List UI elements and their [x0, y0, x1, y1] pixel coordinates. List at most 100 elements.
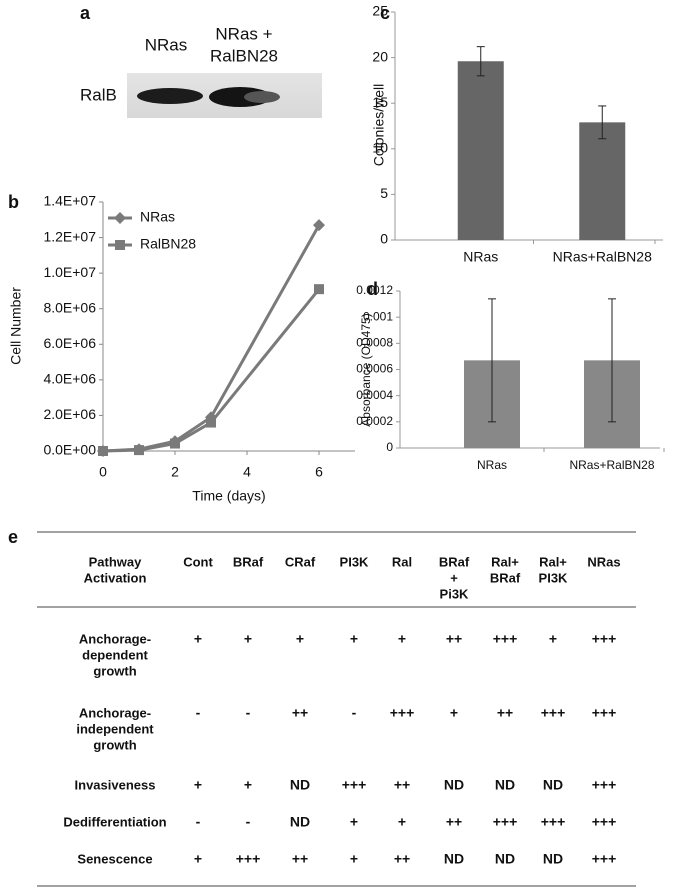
- table-header: PI3K: [539, 570, 569, 585]
- x-tick-label: 0: [99, 464, 107, 480]
- row-label: Dedifferentiation: [63, 814, 166, 829]
- table-header: Ral: [392, 554, 412, 569]
- table-cell: ND: [290, 814, 310, 830]
- y-tick-label: 0.0012: [356, 283, 393, 297]
- marker: [313, 219, 325, 232]
- table-cell: +++: [541, 705, 566, 721]
- table-cell: +: [398, 631, 406, 647]
- panel-label: a: [80, 3, 91, 23]
- y-axis-label: Colonies/well: [371, 84, 387, 166]
- y-tick-label: 0: [386, 440, 393, 454]
- legend-marker: [115, 240, 125, 250]
- marker: [314, 284, 324, 295]
- y-tick-label: 0.0004: [356, 388, 393, 402]
- table-cell: ++: [292, 705, 308, 721]
- lane-label: NRas: [145, 35, 188, 54]
- row-label: Senescence: [77, 851, 152, 866]
- y-tick-label: 1.4E+07: [43, 193, 96, 209]
- y-tick-label: 1.0E+07: [43, 264, 96, 280]
- table-cell: -: [196, 705, 201, 721]
- y-axis-label: Absorbance (OD475): [359, 313, 373, 426]
- legend-marker: [114, 212, 126, 224]
- table-cell: +: [244, 631, 252, 647]
- table-cell: +: [549, 631, 557, 647]
- table-cell: -: [352, 705, 357, 721]
- y-tick-label: 15: [372, 94, 388, 110]
- table-header: PI3K: [340, 554, 370, 569]
- bar: [579, 122, 626, 240]
- table-cell: ++: [394, 777, 410, 793]
- table-cell: -: [246, 705, 251, 721]
- row-label: growth: [93, 737, 136, 752]
- table-cell: +: [350, 851, 358, 867]
- table-cell: +++: [236, 851, 261, 867]
- table-cell: +: [194, 851, 202, 867]
- table-cell: +++: [592, 631, 617, 647]
- table-cell: +++: [342, 777, 367, 793]
- table-cell: +++: [493, 631, 518, 647]
- table-cell: +++: [493, 814, 518, 830]
- table-cell: ND: [290, 777, 310, 793]
- x-tick-label: 4: [243, 464, 251, 480]
- y-tick-label: 10: [372, 140, 388, 156]
- panel-label: e: [8, 527, 18, 547]
- marker: [134, 445, 144, 456]
- marker: [206, 417, 216, 428]
- legend-label: RalBN28: [140, 236, 196, 252]
- lane-label: NRas +: [215, 24, 272, 43]
- legend-label: NRas: [140, 209, 175, 225]
- row-label: RalB: [80, 85, 117, 104]
- x-tick-label: NRas: [477, 458, 507, 472]
- x-tick-label: 6: [315, 464, 323, 480]
- marker: [98, 446, 108, 456]
- table-header: Pi3K: [440, 586, 470, 601]
- y-tick-label: 25: [372, 3, 388, 19]
- table-header: BRaf: [490, 570, 521, 585]
- table-cell: ++: [394, 851, 410, 867]
- row-label: Invasiveness: [75, 777, 156, 792]
- row-label: dependent: [82, 647, 148, 662]
- y-tick-label: 5: [380, 185, 388, 201]
- y-tick-label: 1.2E+07: [43, 228, 96, 244]
- blot-band: [137, 88, 203, 104]
- y-tick-label: 0.0006: [356, 362, 393, 376]
- table-cell: +++: [390, 705, 415, 721]
- table-cell: ++: [446, 631, 462, 647]
- table-cell: +: [450, 705, 458, 721]
- table-cell: +++: [541, 814, 566, 830]
- table-cell: ND: [444, 777, 464, 793]
- table-cell: +: [194, 777, 202, 793]
- table-header: Ral+: [539, 554, 567, 569]
- table-cell: ND: [495, 851, 515, 867]
- table-header: BRaf: [233, 554, 264, 569]
- x-tick-label: NRas+RalBN28: [553, 249, 652, 265]
- blot-band-tail: [244, 91, 280, 103]
- y-tick-label: 6.0E+06: [43, 335, 96, 351]
- table-cell: ND: [495, 777, 515, 793]
- table-cell: ND: [543, 777, 563, 793]
- row-label: independent: [76, 721, 154, 736]
- y-tick-label: 2.0E+06: [43, 406, 96, 422]
- table-cell: +: [350, 631, 358, 647]
- table-cell: ++: [497, 705, 513, 721]
- row-label: growth: [93, 663, 136, 678]
- x-tick-label: NRas: [463, 249, 498, 265]
- table-header: CRaf: [285, 554, 316, 569]
- table-header: NRas: [587, 554, 620, 569]
- table-cell: +: [296, 631, 304, 647]
- y-tick-label: 4.0E+06: [43, 371, 96, 387]
- table-header: Pathway: [89, 554, 143, 569]
- y-tick-label: 0: [380, 231, 388, 247]
- row-label: Anchorage-: [79, 705, 151, 720]
- table-cell: -: [196, 814, 201, 830]
- table-cell: +: [244, 777, 252, 793]
- table-header: Ral+: [491, 554, 519, 569]
- x-axis-label: Time (days): [192, 488, 265, 504]
- table-header: Activation: [84, 570, 147, 585]
- x-tick-label: NRas+RalBN28: [569, 458, 654, 472]
- table-header: Cont: [183, 554, 213, 569]
- x-tick-label: 2: [171, 464, 179, 480]
- table-cell: -: [246, 814, 251, 830]
